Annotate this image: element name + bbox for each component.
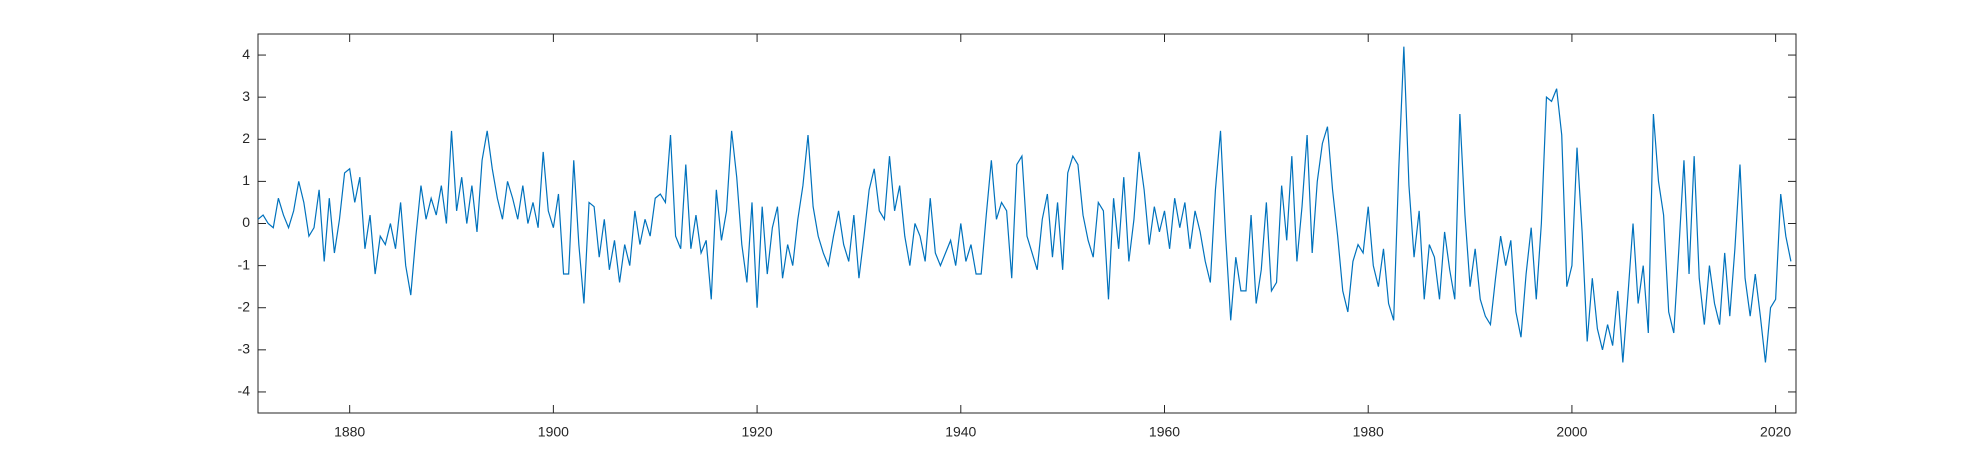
series-line (257, 46, 1792, 363)
y-tick-label: -4 (238, 383, 251, 399)
x-tick-label: 2020 (1760, 424, 1791, 440)
y-tick-label: -2 (238, 298, 251, 314)
y-tick-label: 0 (242, 214, 250, 230)
y-tick-label: 3 (242, 88, 250, 104)
x-tick-label: 1880 (334, 424, 365, 440)
x-tick-label: 1960 (1149, 424, 1180, 440)
x-tick-label: 1980 (1353, 424, 1384, 440)
y-tick-label: 1 (242, 172, 250, 188)
x-tick-label: 1940 (945, 424, 976, 440)
y-tick-label: -3 (238, 341, 251, 357)
x-tick-label: 1920 (742, 424, 773, 440)
x-tick-label: 1900 (538, 424, 569, 440)
y-tick-label: 4 (242, 46, 250, 62)
y-tick-label: 2 (242, 130, 250, 146)
x-tick-label: 2000 (1556, 424, 1587, 440)
axes-box (257, 33, 1797, 414)
y-tick-label: -1 (238, 256, 251, 272)
